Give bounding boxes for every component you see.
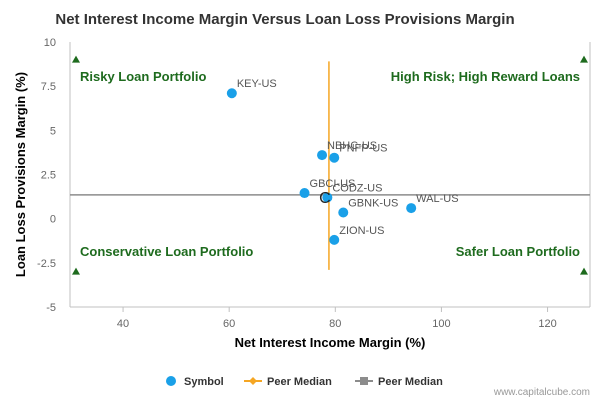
data-point-label: ZION-US bbox=[339, 225, 384, 237]
data-point-label: NBHC-US bbox=[327, 140, 377, 152]
data-point-label: KEY-US bbox=[237, 78, 277, 90]
legend-item-label[interactable]: Symbol bbox=[184, 376, 224, 388]
legend-item-label[interactable]: Peer Median bbox=[378, 376, 443, 388]
y-tick-label: 10 bbox=[44, 37, 56, 49]
x-tick-label: 60 bbox=[223, 318, 235, 330]
data-point-label: WAL-US bbox=[416, 193, 458, 205]
y-tick-label: -5 bbox=[46, 302, 56, 314]
data-point[interactable] bbox=[226, 88, 237, 99]
data-point[interactable] bbox=[406, 203, 417, 214]
plot-frame bbox=[69, 42, 591, 308]
data-point[interactable] bbox=[338, 207, 349, 218]
y-axis-title: Loan Loss Provisions Margin (%) bbox=[13, 72, 28, 277]
data-point-label: GBCI-US bbox=[310, 178, 356, 190]
x-tick-label: 80 bbox=[329, 318, 341, 330]
data-point[interactable] bbox=[317, 150, 328, 161]
chart-title: Net Interest Income Margin Versus Loan L… bbox=[55, 11, 514, 28]
data-point[interactable] bbox=[329, 152, 340, 163]
quadrant-label-top-left: Risky Loan Portfolio bbox=[80, 69, 206, 84]
credit-text: www.capitalcube.com bbox=[493, 387, 590, 398]
legend-median-gray-marker bbox=[360, 377, 368, 385]
median-marker-letter: C bbox=[319, 190, 331, 207]
quadrant-label-bottom-right: Safer Loan Portfolio bbox=[456, 244, 580, 259]
quadrant-label-bottom-left: Conservative Loan Portfolio bbox=[80, 244, 253, 259]
quadrant-label-top-right: High Risk; High Reward Loans bbox=[391, 69, 580, 84]
y-axis-ticks: -5 -2.5 0 2.5 5 7.5 10 bbox=[37, 37, 56, 314]
y-tick-label: 0 bbox=[50, 214, 56, 226]
data-point-label: GBNK-US bbox=[348, 197, 398, 209]
x-axis-ticks: 40 60 80 100 120 bbox=[117, 307, 557, 330]
y-tick-label: 5 bbox=[50, 125, 56, 137]
triangle-marker-bottom-right bbox=[580, 267, 588, 275]
y-tick-label: 2.5 bbox=[41, 170, 56, 182]
triangle-marker-top-left bbox=[72, 55, 80, 63]
triangle-marker-bottom-left bbox=[72, 267, 80, 275]
data-point-label: PNFP-US bbox=[339, 143, 387, 155]
x-axis-title: Net Interest Income Margin (%) bbox=[235, 335, 426, 350]
data-point-label: CODZ-US bbox=[332, 182, 382, 194]
y-tick-label: -2.5 bbox=[37, 258, 56, 270]
x-tick-label: 40 bbox=[117, 318, 129, 330]
legend-item-label[interactable]: Peer Median bbox=[267, 376, 332, 388]
legend-median-orange-marker bbox=[249, 377, 257, 385]
data-point[interactable] bbox=[329, 234, 340, 245]
x-tick-label: 120 bbox=[538, 318, 556, 330]
quadrant-labels: Risky Loan Portfolio High Risk; High Rewa… bbox=[72, 55, 588, 275]
triangle-marker-top-right bbox=[580, 55, 588, 63]
x-tick-label: 100 bbox=[432, 318, 450, 330]
y-tick-label: 7.5 bbox=[41, 81, 56, 93]
data-point[interactable] bbox=[322, 192, 333, 203]
data-point[interactable] bbox=[299, 188, 310, 199]
legend[interactable]: Symbol Peer Median Peer Median bbox=[166, 376, 443, 388]
legend-symbol-marker bbox=[166, 376, 176, 386]
